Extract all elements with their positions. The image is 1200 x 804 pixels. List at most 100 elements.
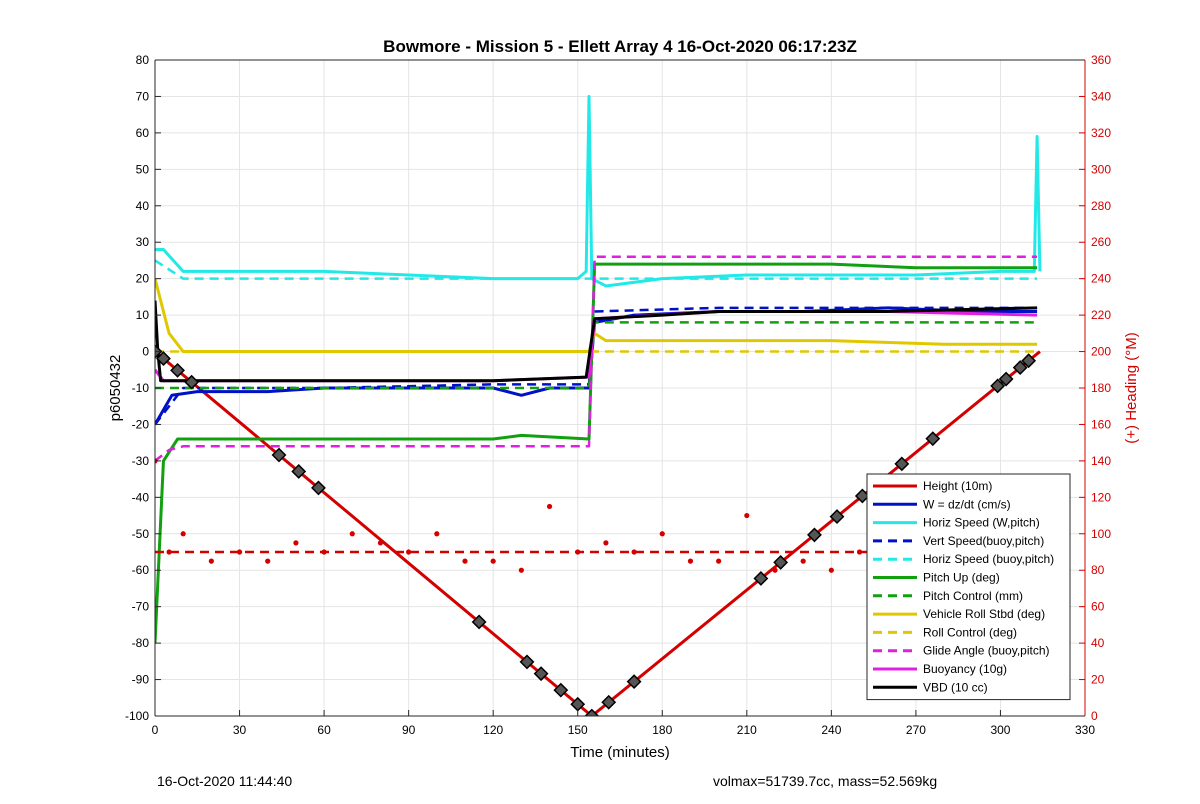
x-tick-label: 210 bbox=[737, 723, 757, 737]
y-tick-label: 0 bbox=[142, 345, 149, 359]
y2-tick-label: 200 bbox=[1091, 345, 1111, 359]
y2-tick-label: 340 bbox=[1091, 89, 1111, 103]
y2-tick-label: 40 bbox=[1091, 636, 1105, 650]
height-marker bbox=[184, 374, 200, 390]
heading-point bbox=[744, 512, 750, 519]
y2-tick-label: 240 bbox=[1091, 272, 1111, 286]
x-tick-label: 180 bbox=[652, 723, 672, 737]
y2-tick-label: 160 bbox=[1091, 417, 1111, 431]
x-tick-label: 330 bbox=[1075, 723, 1095, 737]
y2-tick-label: 220 bbox=[1091, 308, 1111, 322]
heading-point bbox=[265, 558, 271, 564]
legend-label: Vehicle Roll Stbd (deg) bbox=[923, 607, 1045, 621]
y2-tick-label: 320 bbox=[1091, 126, 1111, 140]
height-marker bbox=[584, 708, 600, 716]
legend-label: Roll Control (deg) bbox=[923, 625, 1017, 639]
height-marker bbox=[170, 362, 185, 378]
height-marker bbox=[291, 464, 307, 479]
y-tick-label: 20 bbox=[136, 272, 150, 286]
y2-tick-label: 20 bbox=[1091, 673, 1105, 687]
y2-tick-label: 300 bbox=[1091, 162, 1111, 176]
series-group bbox=[155, 94, 1042, 716]
y-tick-label: -100 bbox=[125, 709, 149, 723]
height-marker bbox=[156, 351, 171, 367]
height-marker bbox=[271, 447, 287, 463]
heading-point bbox=[236, 549, 243, 555]
legend-label: Buoyancy (10g) bbox=[923, 662, 1007, 676]
heading-point bbox=[687, 558, 694, 564]
series-pitch-up-deg bbox=[155, 262, 1038, 644]
y-tick-label: -60 bbox=[132, 563, 150, 577]
y-tick-label: -40 bbox=[132, 490, 150, 504]
height-marker bbox=[990, 378, 1006, 394]
y-tick-label: 70 bbox=[136, 89, 150, 103]
legend-label: Height (10m) bbox=[923, 479, 992, 493]
height-markers bbox=[155, 344, 1037, 716]
y2-tick-label: 100 bbox=[1091, 527, 1111, 541]
legend-label: Horiz Speed (buoy,pitch) bbox=[923, 552, 1054, 566]
heading-point bbox=[462, 558, 468, 564]
y-tick-label: -30 bbox=[132, 454, 150, 468]
legend-label: Horiz Speed (W,pitch) bbox=[923, 516, 1040, 530]
y-tick-label: 80 bbox=[136, 53, 150, 67]
x-tick-label: 270 bbox=[906, 723, 926, 737]
series-horiz-speed-buoy-pitch bbox=[155, 259, 1038, 280]
height-marker bbox=[601, 694, 617, 710]
y2-tick-label: 280 bbox=[1091, 199, 1111, 213]
x-tick-label: 300 bbox=[990, 723, 1010, 737]
heading-point bbox=[659, 531, 665, 537]
series-pitch-control-mm bbox=[155, 321, 1038, 390]
x-tick-label: 150 bbox=[568, 723, 588, 737]
x-tick-label: 30 bbox=[233, 723, 247, 737]
axes: 0 30 60 90 120 150 180 210 240 270 300 330807060504… bbox=[125, 53, 1111, 737]
heading-point bbox=[180, 531, 186, 537]
height-marker bbox=[626, 674, 642, 690]
heading-point bbox=[166, 549, 172, 555]
y2-tick-label: 120 bbox=[1091, 490, 1111, 504]
y-tick-label: -10 bbox=[132, 381, 150, 395]
legend: Height (10m) W = dz/dt (cm/s) Horiz Speed … bbox=[866, 473, 1071, 701]
y2-tick-label: 0 bbox=[1091, 709, 1098, 723]
height-marker bbox=[854, 488, 870, 504]
heading-point bbox=[434, 531, 440, 537]
series-horiz-speed-w-pitch bbox=[155, 94, 1042, 288]
y2-tick-label: 80 bbox=[1091, 563, 1105, 577]
height-marker bbox=[773, 555, 789, 570]
x-tick-label: 120 bbox=[483, 723, 503, 737]
heading-point bbox=[603, 540, 609, 546]
height-marker bbox=[519, 654, 535, 670]
height-marker bbox=[829, 509, 845, 525]
y-tick-label: 60 bbox=[136, 126, 150, 140]
heading-point bbox=[518, 567, 524, 573]
x-axis-label: Time (minutes) bbox=[570, 744, 669, 761]
legend-label: Pitch Control (mm) bbox=[923, 589, 1023, 603]
y-axis-label: p6050432 bbox=[107, 355, 124, 422]
heading-point bbox=[406, 549, 412, 555]
series-vbd-10-cc bbox=[155, 300, 1038, 383]
x-tick-label: 60 bbox=[317, 723, 331, 737]
legend-label: Vert Speed(buoy,pitch) bbox=[923, 534, 1044, 548]
heading-point bbox=[772, 567, 778, 573]
legend-box bbox=[866, 473, 1071, 701]
chart-title: Bowmore - Mission 5 - Ellett Array 4 16-… bbox=[383, 37, 857, 56]
legend-label: VBD (10 cc) bbox=[923, 680, 988, 694]
height-marker bbox=[1012, 360, 1028, 376]
y2-tick-label: 180 bbox=[1091, 381, 1111, 395]
height-marker bbox=[753, 571, 769, 586]
heading-point bbox=[828, 567, 834, 573]
height-marker bbox=[311, 480, 326, 496]
y-tick-label: -90 bbox=[132, 673, 150, 687]
y-tick-label: -50 bbox=[132, 527, 150, 541]
heading-point bbox=[377, 540, 384, 546]
heading-point bbox=[208, 558, 214, 564]
y2-tick-label: 260 bbox=[1091, 235, 1111, 249]
height-marker bbox=[894, 456, 910, 472]
series-glide-angle-buoy-pitch bbox=[155, 255, 1038, 462]
legend-label: Pitch Up (deg) bbox=[923, 571, 1000, 585]
heading-point bbox=[490, 558, 496, 564]
y-tick-label: -80 bbox=[132, 636, 150, 650]
heading-point bbox=[631, 549, 637, 555]
y2-axis-label: (+) Heading (°M) bbox=[1123, 332, 1140, 443]
legend-label: W = dz/dt (cm/s) bbox=[923, 497, 1011, 511]
